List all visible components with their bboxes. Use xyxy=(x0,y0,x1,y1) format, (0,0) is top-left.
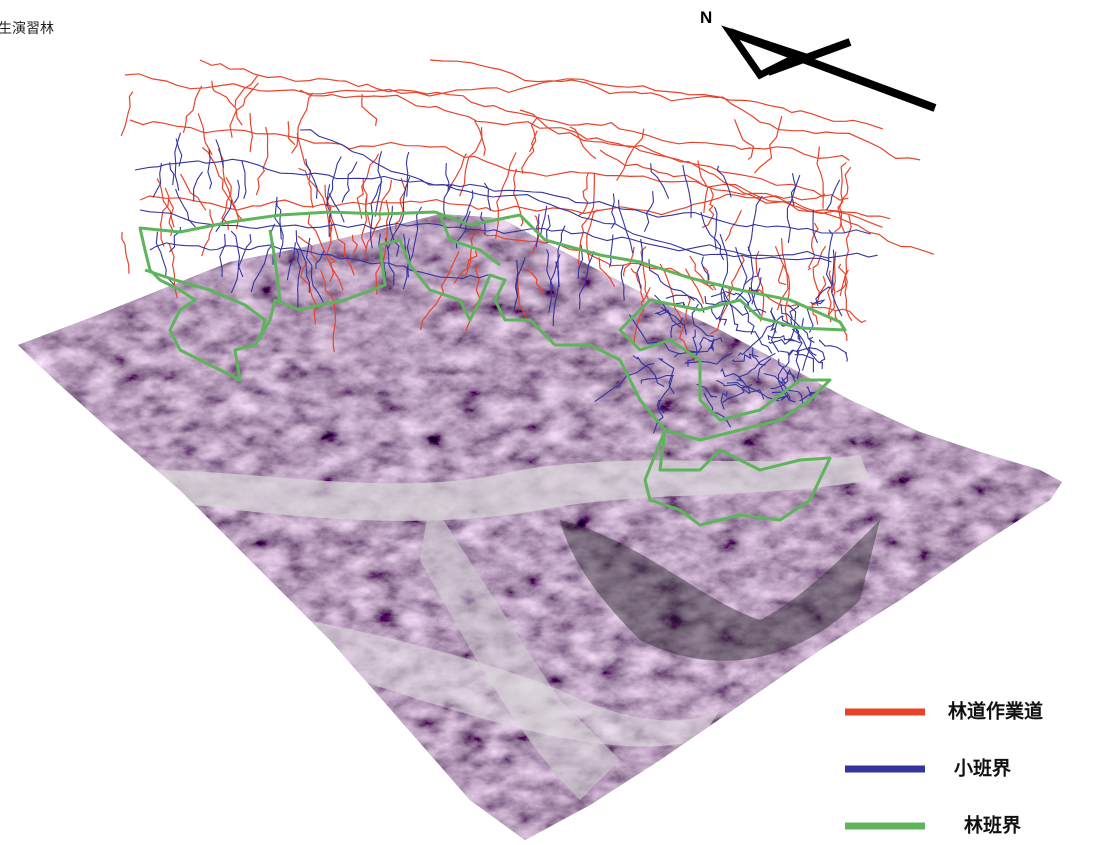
sub-compartment-line xyxy=(277,202,281,240)
forest-road-line xyxy=(256,127,268,195)
sub-compartment-line xyxy=(326,157,341,207)
forest-road-line xyxy=(235,75,258,107)
forest-road-line xyxy=(218,149,238,229)
sub-compartment-line xyxy=(683,165,691,218)
forest-road-line xyxy=(529,117,537,152)
forest-road-line xyxy=(449,154,467,189)
sub-compartment-line xyxy=(748,196,762,251)
map: 生演習林 N 林道作業道小班界林班界 xyxy=(0,0,1093,845)
forest-road-line xyxy=(838,162,846,232)
title: 生演習林 xyxy=(0,21,54,37)
forest-road-line xyxy=(522,131,538,174)
forest-road-line xyxy=(578,173,588,216)
sub-compartment-line xyxy=(651,163,669,198)
sub-compartment-line xyxy=(216,140,224,168)
north-label: N xyxy=(700,8,712,27)
forest-road-line xyxy=(817,147,823,209)
forest-road-line xyxy=(600,150,890,219)
forest-road-line xyxy=(160,188,169,247)
sub-compartment-line xyxy=(242,161,246,199)
sub-compartment-line xyxy=(446,163,449,191)
forest-road-line xyxy=(362,94,377,126)
forest-road-line xyxy=(357,154,379,219)
forest-road-line xyxy=(690,256,714,290)
forest-road-line xyxy=(202,148,244,222)
forest-road-line xyxy=(130,120,883,227)
sub-compartment-line xyxy=(715,207,718,250)
forest-road-line xyxy=(121,92,133,136)
sub-compartment-line xyxy=(153,163,162,198)
sub-compartment-line xyxy=(406,152,409,197)
sub-compartment-line xyxy=(771,311,779,352)
forest-road-line xyxy=(183,86,201,133)
forest-road-line xyxy=(735,119,754,159)
sub-compartment-line xyxy=(342,162,357,203)
forest-road-line xyxy=(212,81,242,125)
sub-compartment-line xyxy=(234,180,239,203)
legend-label: 林道作業道 xyxy=(948,700,1043,723)
legend-label: 林班界 xyxy=(964,814,1021,837)
forest-road-line xyxy=(288,121,295,145)
sub-compartment-line xyxy=(208,149,212,189)
sub-compartment-line xyxy=(649,259,695,300)
forest-road-line xyxy=(300,90,848,200)
forest-road-line xyxy=(122,232,129,274)
sub-compartment-line xyxy=(170,162,174,185)
forest-road-line xyxy=(198,113,212,155)
sub-compartment-line xyxy=(711,306,726,326)
terrain xyxy=(0,200,1093,845)
forest-road-line xyxy=(754,116,781,173)
forest-road-line xyxy=(140,194,825,215)
north-arrow: N xyxy=(700,8,935,108)
legend: 林道作業道小班界林班界 xyxy=(845,700,1043,837)
page: {"title": "生演習林", "north_label": "N", "l… xyxy=(0,0,1093,845)
sub-compartment-line xyxy=(819,340,847,362)
forest-road-line xyxy=(617,129,644,181)
legend-label: 小班界 xyxy=(954,757,1011,780)
forest-road-line xyxy=(299,168,330,229)
